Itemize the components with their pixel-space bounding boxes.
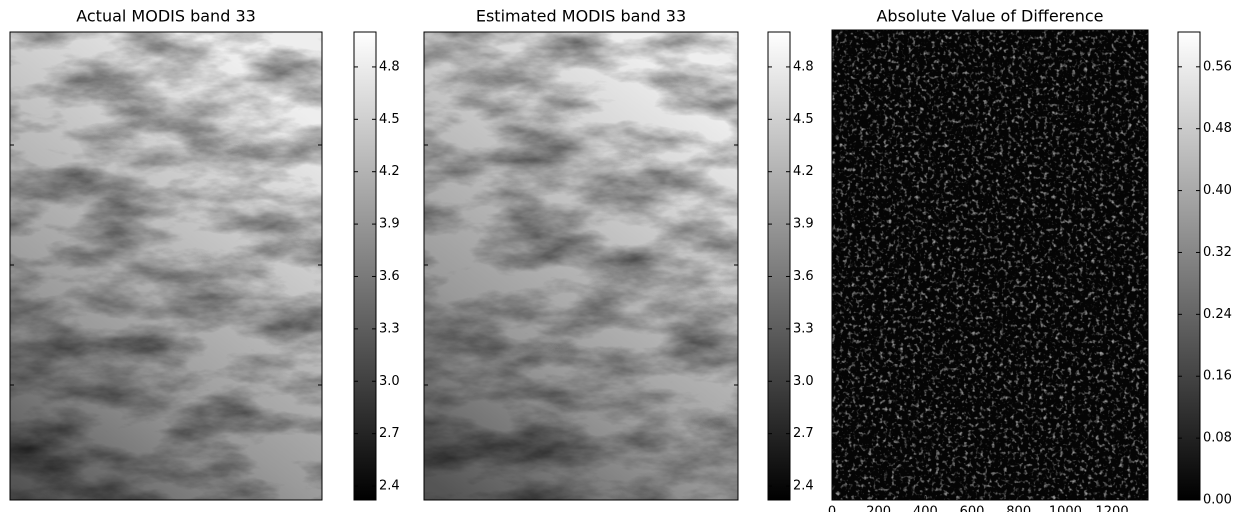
image (10, 32, 322, 500)
colorbar-tick-label: 0.48 (1203, 121, 1232, 136)
x-tick-label: 400 (913, 505, 938, 512)
x-tick-label: 200 (866, 505, 891, 512)
image-frame (831, 29, 1149, 501)
colorbar-tick-label: 4.8 (379, 59, 400, 74)
image-frame (423, 31, 739, 501)
colorbar-tick-label: 0.40 (1203, 183, 1232, 198)
colorbar-tick-label: 4.2 (379, 164, 400, 179)
colorbar-tick-label: 3.9 (379, 217, 400, 232)
x-tick-label: 600 (960, 505, 985, 512)
colorbar-tick-label: 0.56 (1203, 59, 1232, 74)
colorbar-tick-label: 3.9 (793, 217, 814, 232)
colorbar-tick-label: 0.08 (1203, 431, 1232, 446)
colorbar-tick-label: 2.4 (793, 479, 814, 494)
x-tick-label: 1200 (1096, 505, 1129, 512)
image-texture (10, 32, 322, 500)
x-tick-label: 800 (1006, 505, 1031, 512)
colorbar (353, 31, 377, 501)
x-tick-label: 0 (828, 505, 836, 512)
colorbar (1177, 31, 1201, 501)
x-tick-label: 1000 (1049, 505, 1082, 512)
colorbar-tick-label: 4.8 (793, 59, 814, 74)
panel-title: Actual MODIS band 33 (76, 7, 256, 26)
colorbar-tick-label: 2.7 (793, 426, 814, 441)
colorbar-tick-label: 0.24 (1203, 307, 1232, 322)
colorbar-tick-label: 3.6 (793, 269, 814, 284)
colorbar-tick-label: 2.7 (379, 426, 400, 441)
colorbar-tick-label: 3.0 (379, 374, 400, 389)
colorbar-tick-label: 0.16 (1203, 369, 1232, 384)
colorbar-tick-label: 4.2 (793, 164, 814, 179)
colorbar-tick-label: 3.3 (793, 321, 814, 336)
colorbar-tick-label: 4.5 (379, 112, 400, 127)
panel-title: Estimated MODIS band 33 (476, 7, 686, 26)
image (832, 30, 1148, 500)
image (424, 32, 738, 500)
panel-title: Absolute Value of Difference (876, 7, 1103, 26)
image-texture (424, 32, 738, 500)
colorbar-tick-label: 0.32 (1203, 245, 1232, 260)
colorbar-tick-label: 2.4 (379, 479, 400, 494)
colorbar-tick-label: 4.5 (793, 112, 814, 127)
colorbar (767, 31, 791, 501)
colorbar-tick-label: 3.6 (379, 269, 400, 284)
colorbar-tick-label: 0.00 (1203, 493, 1232, 508)
image-frame (9, 31, 323, 501)
image-texture (832, 30, 1148, 500)
colorbar-tick-label: 3.3 (379, 321, 400, 336)
colorbar-tick-label: 3.0 (793, 374, 814, 389)
